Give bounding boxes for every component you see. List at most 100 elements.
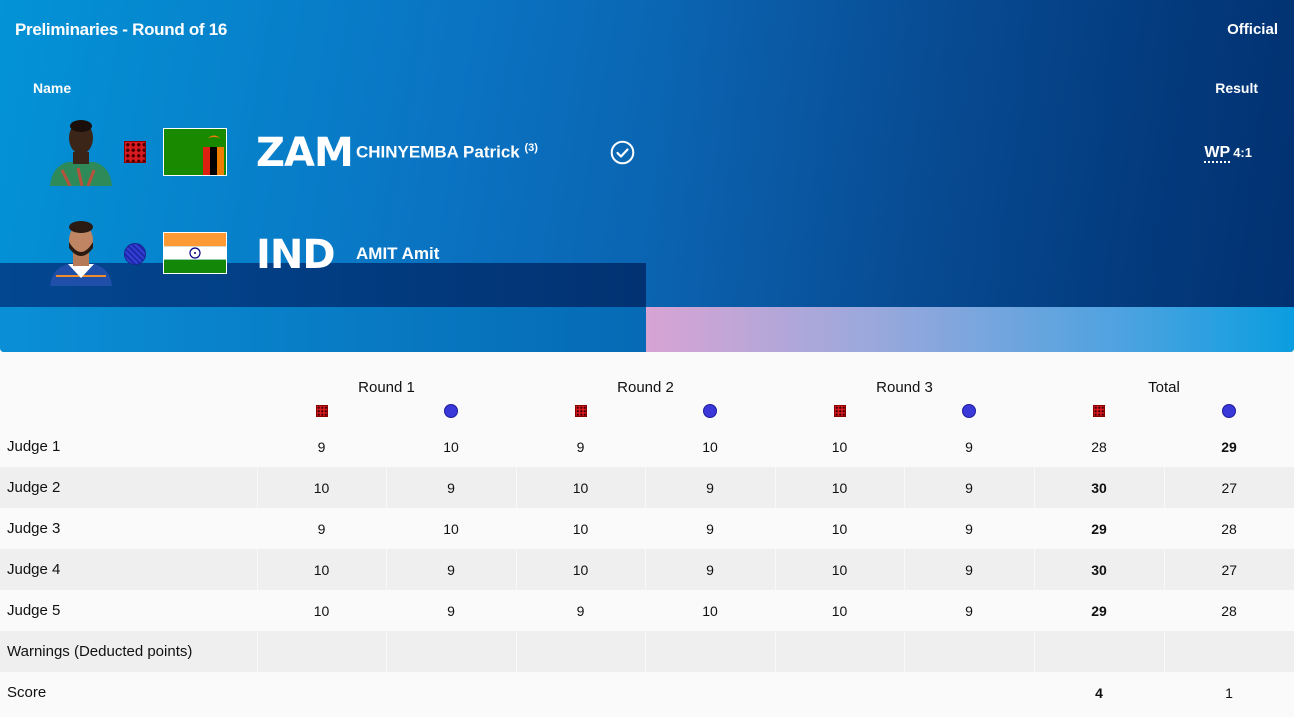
score-cell: 9 <box>385 549 516 590</box>
score-cell: 9 <box>257 508 386 549</box>
banner-band-mid <box>0 307 646 352</box>
score-cell: 9 <box>516 426 645 467</box>
total-cell: 29 <box>1034 590 1164 631</box>
score-cell: 10 <box>257 590 386 631</box>
score-cell <box>774 631 904 672</box>
round-1-header: Round 1 <box>358 379 415 396</box>
blue-corner-icon <box>124 243 146 265</box>
athlete-seed: (3) <box>524 142 538 154</box>
match-result: WP 4:1 <box>1204 144 1252 163</box>
athlete-row-red[interactable]: ZAM CHINYEMBA Patrick (3) WP 4:1 <box>0 118 1294 190</box>
score-cell: 9 <box>516 590 645 631</box>
india-flag-icon <box>163 232 227 274</box>
athlete-name[interactable]: CHINYEMBA Patrick (3) <box>356 142 538 163</box>
table-corner-cell <box>0 352 257 398</box>
score-cell: 10 <box>775 590 904 631</box>
score-cell: 10 <box>256 549 386 590</box>
row-label: Judge 5 <box>0 590 257 631</box>
score-cell: 10 <box>775 426 904 467</box>
row-label: Score <box>0 672 257 713</box>
score-cell <box>385 631 516 672</box>
score-cell: 9 <box>644 467 775 508</box>
score-cell <box>257 672 386 713</box>
result-column-header: Result <box>1215 80 1258 96</box>
athlete-noc: IND <box>256 232 336 278</box>
score-cell: 10 <box>774 467 904 508</box>
score-cell: 9 <box>903 467 1034 508</box>
total-cell: 30 <box>1033 549 1164 590</box>
blue-corner-icon <box>1222 403 1236 418</box>
total-cell: 4 <box>1034 672 1164 713</box>
athlete-noc: ZAM <box>256 130 354 176</box>
score-cell: 9 <box>903 549 1034 590</box>
score-cell: 9 <box>385 467 516 508</box>
athlete-name-text: CHINYEMBA Patrick <box>356 142 520 162</box>
score-cell: 9 <box>904 508 1034 549</box>
blue-corner-icon <box>703 403 717 418</box>
score-cell: 9 <box>645 508 775 549</box>
red-corner-icon <box>315 405 328 417</box>
total-cell: 29 <box>1034 508 1164 549</box>
total-cell: 28 <box>1164 590 1294 631</box>
score-cell <box>256 631 386 672</box>
score-cell <box>515 631 645 672</box>
score-cell: 10 <box>516 508 645 549</box>
result-code[interactable]: WP <box>1204 144 1231 163</box>
total-cell: 27 <box>1163 467 1294 508</box>
banner-band-gradient <box>646 307 1294 352</box>
score-cell: 10 <box>386 508 516 549</box>
judges-scorecard: Round 1 Round 2 Round 3 Total Judge 1 9 <box>0 352 1294 717</box>
round-2-header: Round 2 <box>617 379 674 396</box>
athlete-name-text: AMIT Amit <box>356 244 440 263</box>
red-corner-icon <box>1093 405 1105 417</box>
total-header: Total <box>1148 379 1180 396</box>
athlete-name[interactable]: AMIT Amit <box>356 244 439 264</box>
total-cell <box>1163 631 1294 672</box>
marker-row-label <box>0 398 257 426</box>
table-row-judge-3: Judge 3 9 10 10 9 10 9 29 28 <box>0 508 1294 549</box>
athlete-photo <box>48 218 114 286</box>
total-cell: 30 <box>1033 467 1164 508</box>
table-row-judge-5: Judge 5 10 9 9 10 10 9 29 28 <box>0 590 1294 631</box>
name-column-header: Name <box>33 80 72 96</box>
total-cell: 1 <box>1164 672 1294 713</box>
score-cell: 10 <box>775 508 904 549</box>
event-title: Preliminaries - Round of 16 <box>15 20 228 39</box>
row-label: Judge 1 <box>0 426 257 467</box>
score-cell: 9 <box>644 549 775 590</box>
score-cell <box>644 631 775 672</box>
red-corner-icon <box>833 405 846 417</box>
score-cell <box>904 672 1034 713</box>
winner-check-icon <box>610 140 635 165</box>
scores-table: Round 1 Round 2 Round 3 Total Judge 1 9 <box>0 352 1294 713</box>
blue-corner-icon <box>962 403 976 418</box>
round-3-header: Round 3 <box>876 379 933 396</box>
row-label: Judge 2 <box>0 467 257 508</box>
score-cell: 10 <box>515 467 645 508</box>
total-cell: 29 <box>1164 426 1294 467</box>
table-row-judge-1: Judge 1 9 10 9 10 10 9 28 29 <box>0 426 1294 467</box>
score-cell <box>903 631 1034 672</box>
total-cell <box>1033 631 1164 672</box>
table-row-judge-2: Judge 2 10 9 10 9 10 9 30 27 <box>0 467 1294 508</box>
score-cell <box>775 672 904 713</box>
score-cell: 9 <box>257 426 386 467</box>
score-cell: 9 <box>904 590 1034 631</box>
score-cell: 10 <box>256 467 386 508</box>
total-cell: 27 <box>1163 549 1294 590</box>
row-label: Warnings (Deducted points) <box>0 631 257 672</box>
score-cell: 9 <box>386 590 516 631</box>
athlete-photo <box>48 118 114 186</box>
blue-corner-icon <box>444 403 458 418</box>
score-cell: 10 <box>774 549 904 590</box>
zambia-flag-icon <box>163 128 227 176</box>
total-cell: 28 <box>1034 426 1164 467</box>
table-row-judge-4: Judge 4 10 9 10 9 10 9 30 27 <box>0 549 1294 590</box>
athlete-row-blue[interactable]: IND AMIT Amit <box>0 218 1294 290</box>
banner-shade <box>646 0 1294 307</box>
score-cell <box>516 672 645 713</box>
result-score: 4:1 <box>1233 145 1252 160</box>
table-row-warnings: Warnings (Deducted points) <box>0 631 1294 672</box>
score-cell <box>386 672 516 713</box>
scores-table-body: Judge 1 9 10 9 10 10 9 28 29 Judge 2 10 … <box>0 426 1294 713</box>
